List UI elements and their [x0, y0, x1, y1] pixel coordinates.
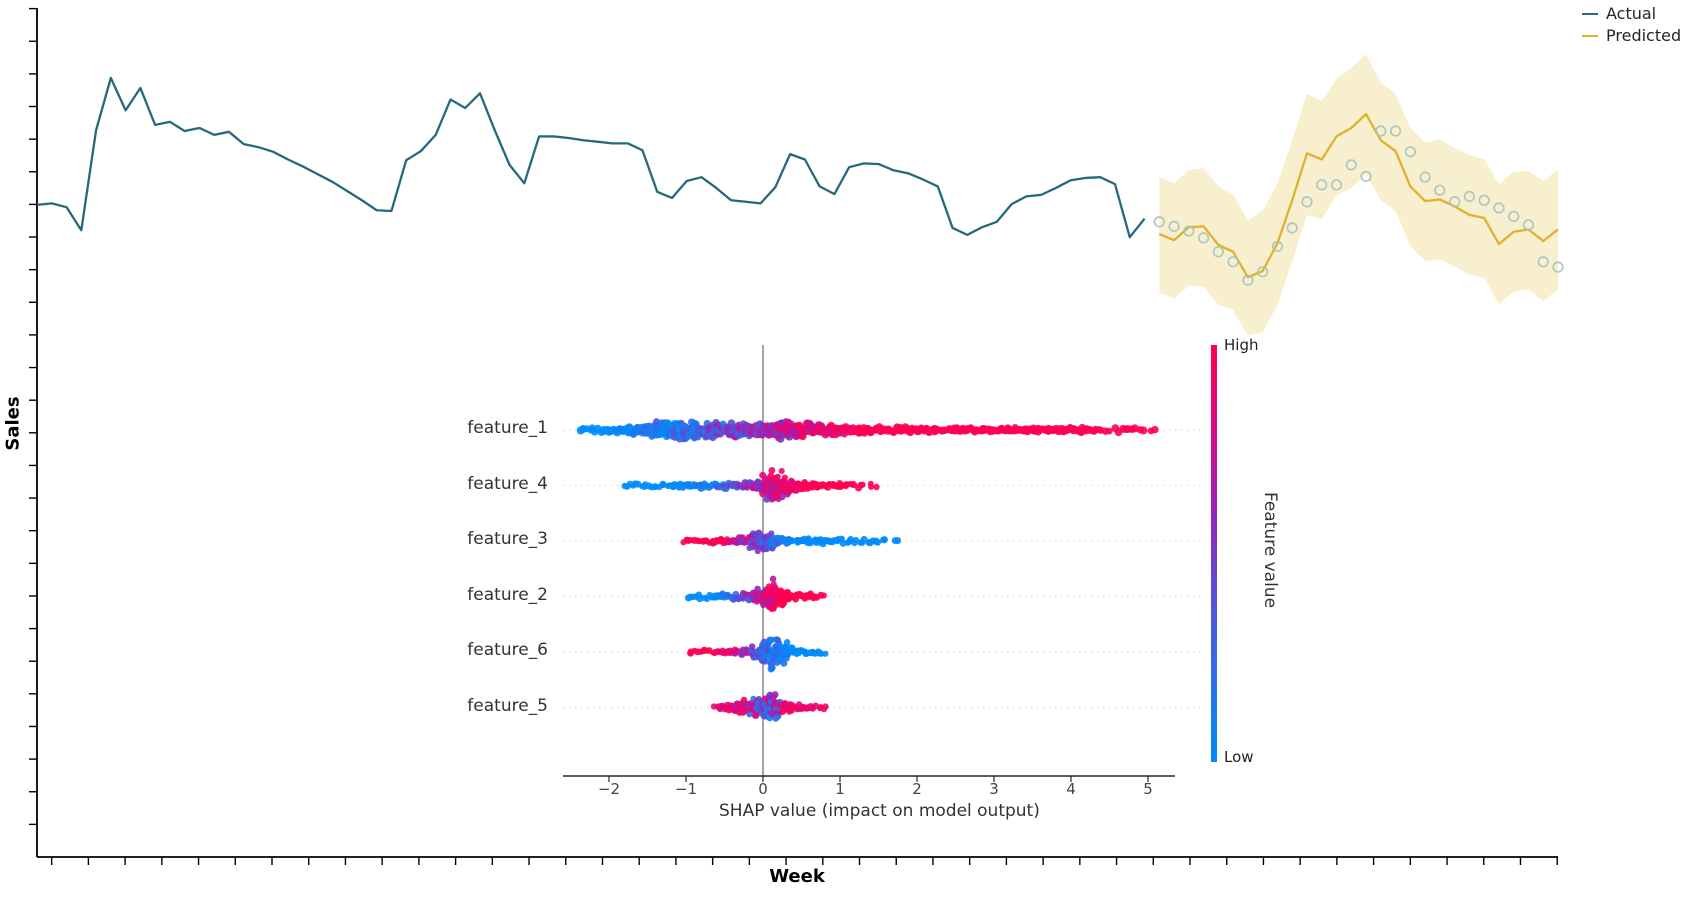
shap-tick-neg1: −1	[674, 780, 698, 798]
actual-legend-dash-icon	[1582, 13, 1598, 15]
feature-value-colorbar	[1211, 345, 1217, 762]
holdout-scatter	[1153, 125, 1564, 286]
colorbar-title: Feature value	[1260, 491, 1280, 609]
feature-label-4: feature_4	[467, 473, 548, 494]
beeswarm-feature_5	[710, 691, 829, 722]
beeswarm-feature_2	[684, 575, 827, 613]
predicted-legend-dash-icon	[1582, 35, 1598, 37]
y-axis-label: Sales	[2, 396, 24, 451]
legend-item-predicted: Predicted	[1582, 25, 1681, 47]
confidence-band	[1159, 54, 1559, 336]
shap-x-axis-label: SHAP value (impact on model output)	[719, 801, 1040, 821]
shap-tick-5: 5	[1143, 780, 1153, 798]
shap-tick-3: 3	[989, 780, 999, 798]
axis-ticks	[29, 7, 1558, 865]
colorbar-low-label: Low	[1224, 748, 1254, 766]
shap-tick-4: 4	[1066, 780, 1076, 798]
shap-tick-0: 0	[758, 780, 768, 798]
beeswarm-feature_4	[621, 467, 880, 503]
feature-label-3: feature_3	[467, 529, 548, 549]
feature-label-2: feature_2	[467, 584, 548, 605]
feature-label-1: feature_1	[467, 418, 548, 438]
shap-tick-2: 2	[912, 780, 922, 798]
legend-item-actual: Actual	[1582, 3, 1681, 25]
shap-tick-neg2: −2	[597, 780, 621, 798]
beeswarm-feature_1	[576, 418, 1159, 443]
feature-label-6: feature_6	[467, 640, 548, 660]
actual-series-line	[36, 76, 1146, 239]
feature-label-5: feature_5	[467, 695, 548, 716]
legend-actual-label: Actual	[1606, 4, 1657, 23]
beeswarm-feature_3	[680, 529, 902, 555]
shap-axis-ticks	[608, 776, 1149, 782]
beeswarm-feature_6	[687, 636, 829, 673]
predicted-series-line	[1158, 112, 1559, 279]
x-axis-label: Week	[769, 866, 825, 887]
shap-tick-1: 1	[835, 780, 845, 798]
shap-gridlines	[563, 429, 1205, 709]
colorbar-high-label: High	[1224, 336, 1259, 354]
legend-predicted-label: Predicted	[1606, 26, 1682, 45]
legend: Actual Predicted	[1582, 3, 1681, 47]
